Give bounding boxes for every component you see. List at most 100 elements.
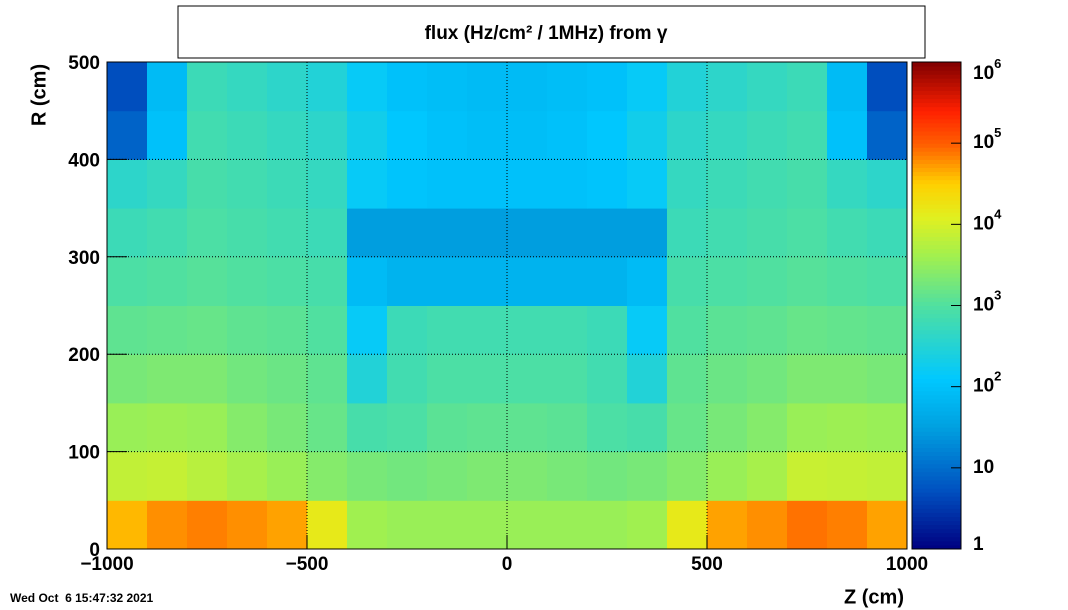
colorbar-segment — [912, 106, 961, 112]
heatmap-cell — [587, 402, 628, 453]
heatmap-cell — [267, 451, 308, 501]
heatmap-cell — [307, 402, 348, 453]
heatmap-cell — [467, 402, 508, 453]
colorbar-segment — [912, 382, 961, 388]
heatmap-cell — [747, 159, 788, 209]
colorbar-segment — [912, 354, 961, 359]
heatmap-cell — [627, 256, 668, 306]
heatmap-cell — [827, 402, 868, 453]
heatmap-cell — [147, 110, 188, 160]
y-tick-label: 500 — [68, 53, 100, 74]
heatmap-cell — [667, 62, 708, 112]
colorbar-segment — [912, 268, 961, 274]
heatmap-cell — [587, 208, 628, 258]
colorbar-segment — [912, 139, 961, 144]
heatmap-cell — [227, 208, 268, 258]
colorbar-segment — [912, 342, 961, 347]
colorbar-segment — [912, 378, 961, 384]
heatmap-cell — [387, 159, 428, 209]
heatmap-cell — [867, 208, 908, 258]
colorbar-segment — [912, 220, 961, 225]
heatmap-cell — [507, 500, 548, 550]
heatmap-cell — [827, 159, 868, 209]
heatmap-cell — [587, 110, 628, 160]
colorbar-segment — [912, 402, 961, 408]
heatmap-cell — [107, 402, 148, 453]
heatmap-cell — [787, 402, 828, 453]
heatmap-cell — [507, 110, 548, 160]
colorbar-segment — [912, 451, 961, 457]
z-tick-base: 10 — [973, 213, 994, 234]
heatmap-cell — [787, 451, 828, 501]
heatmap-cell — [267, 305, 308, 355]
colorbar-segment — [912, 492, 961, 497]
heatmap-cell — [787, 208, 828, 258]
colorbar-segment — [912, 110, 961, 116]
colorbar-segment — [912, 484, 961, 489]
heatmap-cell — [387, 62, 428, 112]
colorbar-segment — [912, 273, 961, 278]
colorbar-segment — [912, 488, 961, 493]
colorbar-segment — [912, 159, 961, 164]
heatmap-cell — [147, 354, 188, 404]
heatmap-cell — [707, 110, 748, 160]
heatmap-cell — [227, 451, 268, 501]
heatmap-cell — [187, 500, 228, 550]
heatmap-cell — [867, 451, 908, 501]
colorbar-segment — [912, 151, 961, 156]
heatmap-cell — [267, 62, 308, 112]
heatmap-cell — [627, 451, 668, 501]
x-axis-label: Z (cm) — [844, 586, 904, 608]
heatmap-cell — [627, 354, 668, 404]
colorbar-segment — [912, 467, 961, 473]
heatmap-cell — [307, 354, 348, 404]
colorbar-segment — [912, 199, 961, 205]
heatmap-cell — [467, 208, 508, 258]
colorbar-segment — [912, 74, 961, 79]
heatmap-cell — [347, 159, 388, 209]
y-tick-label: 300 — [68, 248, 100, 269]
colorbar-segment — [912, 114, 961, 120]
colorbar-segment — [912, 179, 961, 185]
heatmap-cell — [347, 500, 388, 550]
y-tick-label: 200 — [68, 345, 100, 366]
colorbar-segment — [912, 325, 961, 331]
z-tick-base: 10 — [973, 376, 994, 397]
heatmap-cell — [787, 110, 828, 160]
heatmap-cell — [747, 256, 788, 306]
y-tick-label: 100 — [68, 443, 100, 464]
heatmap-cell — [827, 110, 868, 160]
colorbar-segment — [912, 423, 961, 428]
colorbar-segment — [912, 496, 961, 501]
z-tick-label: 1 — [973, 534, 984, 555]
heatmap-cell — [427, 62, 468, 112]
heatmap-cell — [307, 500, 348, 550]
colorbar-segment — [912, 398, 961, 404]
z-tick-base: 10 — [973, 132, 994, 153]
colorbar-segment — [912, 208, 961, 213]
heatmap-cell — [387, 305, 428, 355]
colorbar-segment — [912, 175, 961, 181]
heatmap-cell — [667, 451, 708, 501]
heatmap-cell — [107, 110, 148, 160]
heatmap-cell — [587, 159, 628, 209]
colorbar-segment — [912, 82, 961, 87]
colorbar-segment — [912, 167, 961, 173]
heatmap-cell — [347, 62, 388, 112]
heatmap-cell — [747, 62, 788, 112]
heatmap-cell — [547, 354, 588, 404]
colorbar-segment — [912, 350, 961, 355]
heatmap-cell — [467, 354, 508, 404]
heatmap-cell — [187, 402, 228, 453]
colorbar-segment — [912, 313, 961, 319]
colorbar-segment — [912, 163, 961, 169]
heatmap-cell — [147, 208, 188, 258]
heatmap-cell — [867, 110, 908, 160]
heatmap-cell — [627, 208, 668, 258]
colorbar-segment — [912, 224, 961, 229]
heatmap-cell — [747, 451, 788, 501]
heatmap-cell — [867, 354, 908, 404]
heatmap-cell — [227, 354, 268, 404]
colorbar-segment — [912, 455, 961, 461]
y-axis-label: R (cm) — [28, 64, 50, 126]
